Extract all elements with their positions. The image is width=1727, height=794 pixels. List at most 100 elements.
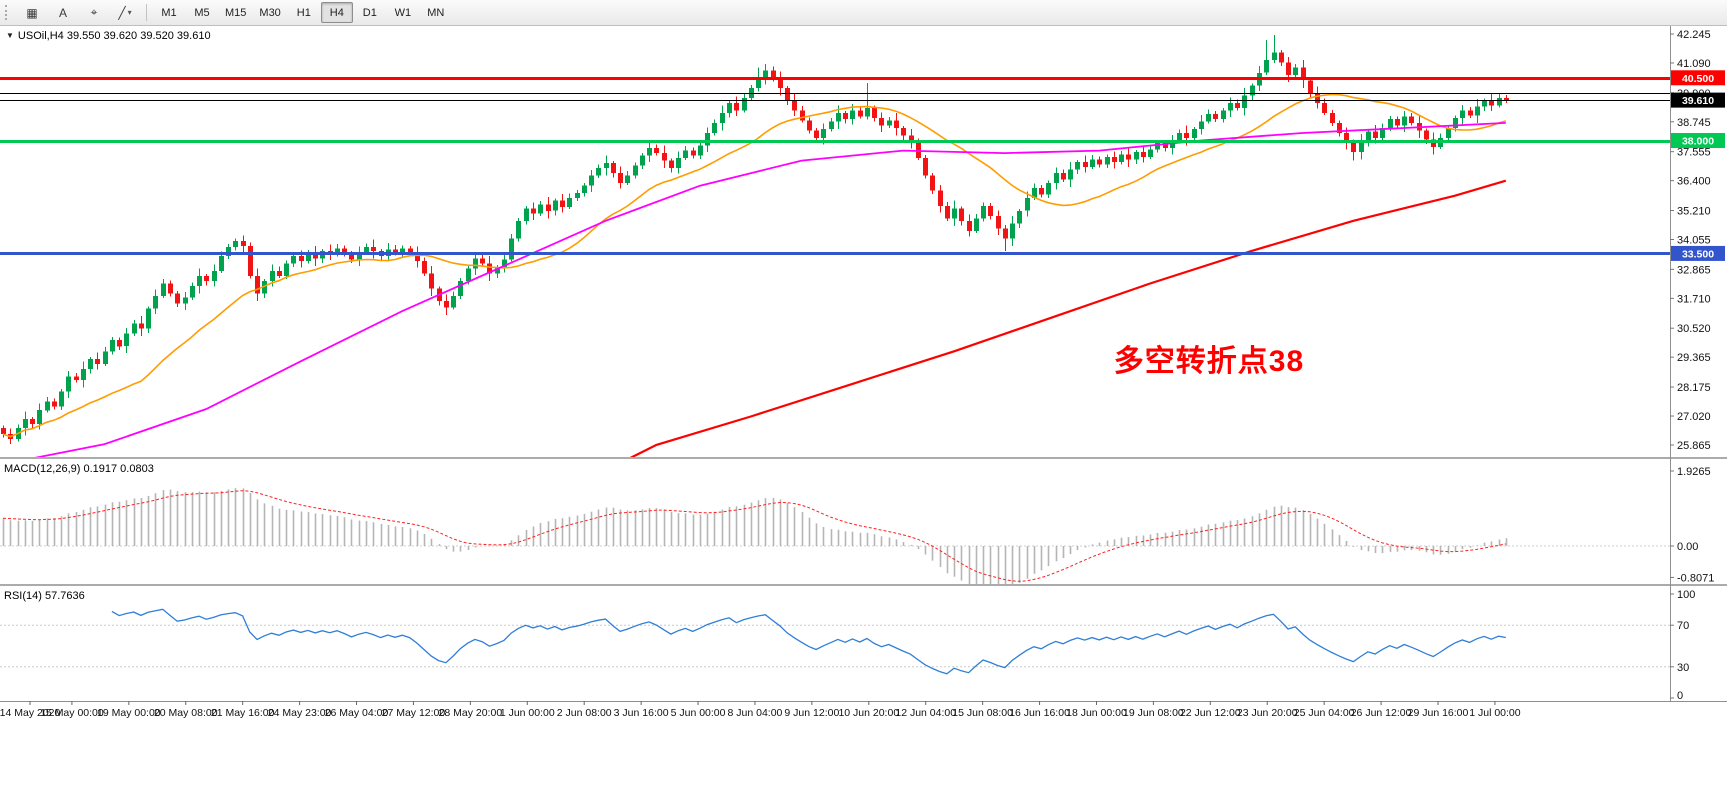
candle-body — [676, 158, 681, 169]
date-label: 26 Jun 12:00 — [1351, 707, 1412, 719]
candle-body — [37, 410, 42, 424]
candle-body — [313, 253, 318, 259]
price-tick-label: 29.365 — [1677, 352, 1711, 364]
candle-body — [952, 208, 957, 219]
candle-body — [524, 208, 529, 221]
line-studies-icon[interactable]: ╱ ▾ — [118, 5, 132, 20]
candle-body — [792, 100, 797, 111]
candle-body — [1424, 130, 1429, 140]
toolbar-grip[interactable] — [5, 5, 12, 20]
chart-window[interactable]: 42.24541.09039.90038.74537.55536.40035.2… — [0, 26, 1727, 794]
candle-body — [299, 255, 304, 261]
pane-splitter[interactable] — [0, 457, 1727, 459]
candle-body — [197, 276, 202, 286]
candle-body — [771, 70, 776, 80]
price-tick-label: 38.745 — [1677, 117, 1711, 129]
candle-body — [887, 120, 892, 126]
charts-window-icon[interactable]: ▦ — [26, 5, 38, 20]
candle-body — [1373, 131, 1378, 138]
candle-body — [1235, 102, 1240, 108]
price-tick-label: 35.210 — [1677, 206, 1711, 218]
candle-body — [596, 168, 601, 176]
timeframe-m30-button[interactable]: M30 — [259, 6, 281, 19]
candle-body — [742, 97, 747, 111]
candle-body — [422, 261, 427, 274]
date-label: 24 May 23:00 — [268, 707, 332, 719]
candle-body — [901, 128, 906, 136]
date-label: 9 Jun 12:00 — [784, 707, 839, 719]
price-chart-svg[interactable]: 42.24541.09039.90038.74537.55536.40035.2… — [0, 26, 1727, 794]
rsi-tick-label: 70 — [1677, 620, 1689, 632]
timeframe-d1-button[interactable]: D1 — [362, 6, 377, 19]
candle-body — [66, 376, 71, 392]
date-label: 14 May 2020 — [0, 707, 61, 719]
timeframe-m5-button[interactable]: M5 — [194, 6, 210, 19]
candle-body — [1083, 161, 1088, 167]
candle-body — [153, 296, 158, 309]
date-label: 20 May 08:00 — [154, 707, 218, 719]
candle-body — [625, 175, 630, 184]
price-level-badge-label: 39.610 — [1682, 95, 1714, 107]
candle-body — [23, 419, 28, 428]
candle-body — [480, 258, 485, 264]
timeframe-m1-button[interactable]: M1 — [161, 6, 177, 19]
candle-body — [183, 297, 188, 304]
candle-body — [1293, 67, 1298, 76]
price-tick-label: 31.710 — [1677, 293, 1711, 305]
candle-body — [226, 247, 231, 256]
candle-body — [306, 253, 311, 261]
toolbar-separator — [146, 4, 147, 21]
candle-body — [683, 150, 688, 159]
date-label: 28 May 20:00 — [439, 707, 503, 719]
timeframe-w1-button[interactable]: W1 — [394, 6, 412, 19]
candle-body — [1177, 133, 1182, 141]
crosshair-icon[interactable]: ⌖ — [90, 5, 98, 19]
candle-body — [785, 87, 790, 101]
candle-body — [81, 368, 86, 381]
candle-body — [1054, 173, 1059, 184]
macd-layer — [0, 488, 1670, 584]
candle-body — [909, 135, 914, 143]
text-label-icon[interactable]: A — [58, 5, 67, 20]
candle-body — [1097, 159, 1102, 165]
candle-body — [1112, 156, 1117, 162]
candle-body — [1134, 151, 1139, 160]
timeframe-mn-button[interactable]: MN — [427, 6, 445, 19]
price-level-badge-label: 38.000 — [1682, 136, 1714, 148]
candle-body — [458, 281, 463, 297]
candle-body — [233, 240, 238, 248]
timeframe-h4-button[interactable]: H4 — [320, 2, 353, 23]
timeframe-h1-button[interactable]: H1 — [296, 6, 311, 19]
pane-splitter[interactable] — [0, 584, 1727, 586]
candle-body — [1105, 156, 1110, 165]
date-label: 1 Jun 00:00 — [500, 707, 555, 719]
candle-body — [662, 153, 667, 161]
candle-body — [1170, 140, 1175, 148]
candle-body — [698, 145, 703, 156]
candle-body — [132, 323, 137, 334]
price-tick-label: 34.055 — [1677, 235, 1711, 247]
date-label: 25 Jun 04:00 — [1294, 707, 1355, 719]
candle-body — [850, 110, 855, 120]
candle-body — [1126, 154, 1131, 160]
candle-body — [516, 220, 521, 239]
candle-body — [778, 79, 783, 88]
candle-body — [814, 130, 819, 138]
candle-body — [139, 323, 144, 329]
dropdown-caret-icon: ▾ — [127, 8, 132, 17]
date-label: 3 Jun 16:00 — [614, 707, 669, 719]
date-label: 18 Jun 00:00 — [1066, 707, 1127, 719]
macd-tick-label: 1.9265 — [1677, 466, 1711, 478]
candle-body — [945, 205, 950, 219]
collapse-ohlc-icon[interactable]: ▼ — [6, 31, 14, 40]
candle-body — [124, 333, 129, 347]
candle-body — [451, 296, 456, 308]
candle-body — [335, 248, 340, 255]
timeframe-m15-button[interactable]: M15 — [225, 6, 247, 19]
candle-body — [988, 205, 993, 216]
candle-body — [836, 112, 841, 122]
candle-body — [357, 252, 362, 260]
candle-body — [1119, 154, 1124, 162]
candle-body — [270, 271, 275, 281]
candle-body — [1460, 110, 1465, 118]
